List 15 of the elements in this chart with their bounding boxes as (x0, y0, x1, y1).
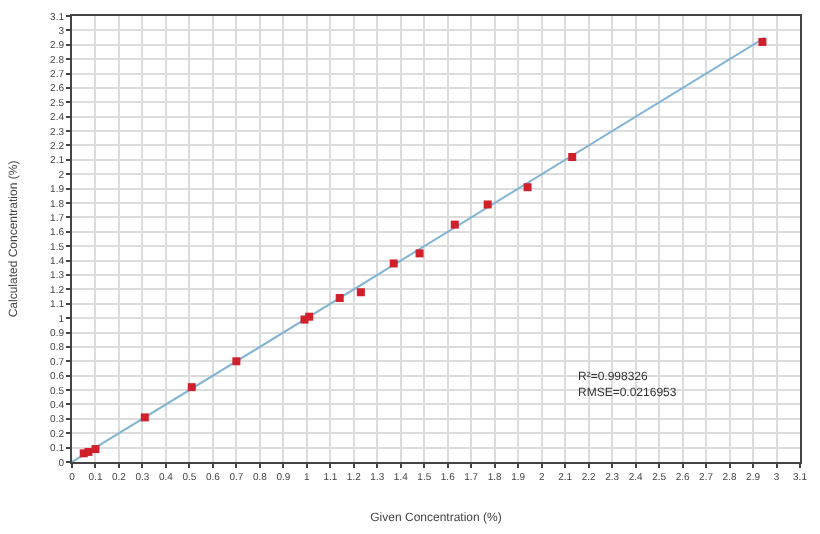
point (523, 183, 532, 192)
point (305, 312, 314, 321)
point (84, 447, 93, 456)
point (450, 220, 459, 229)
point (91, 445, 100, 454)
point (232, 357, 241, 366)
point (356, 288, 365, 297)
point (187, 383, 196, 392)
point (415, 249, 424, 258)
point (335, 293, 344, 302)
point (483, 200, 492, 209)
point (568, 153, 577, 161)
point (140, 413, 149, 422)
point (389, 259, 398, 268)
point (758, 37, 767, 46)
